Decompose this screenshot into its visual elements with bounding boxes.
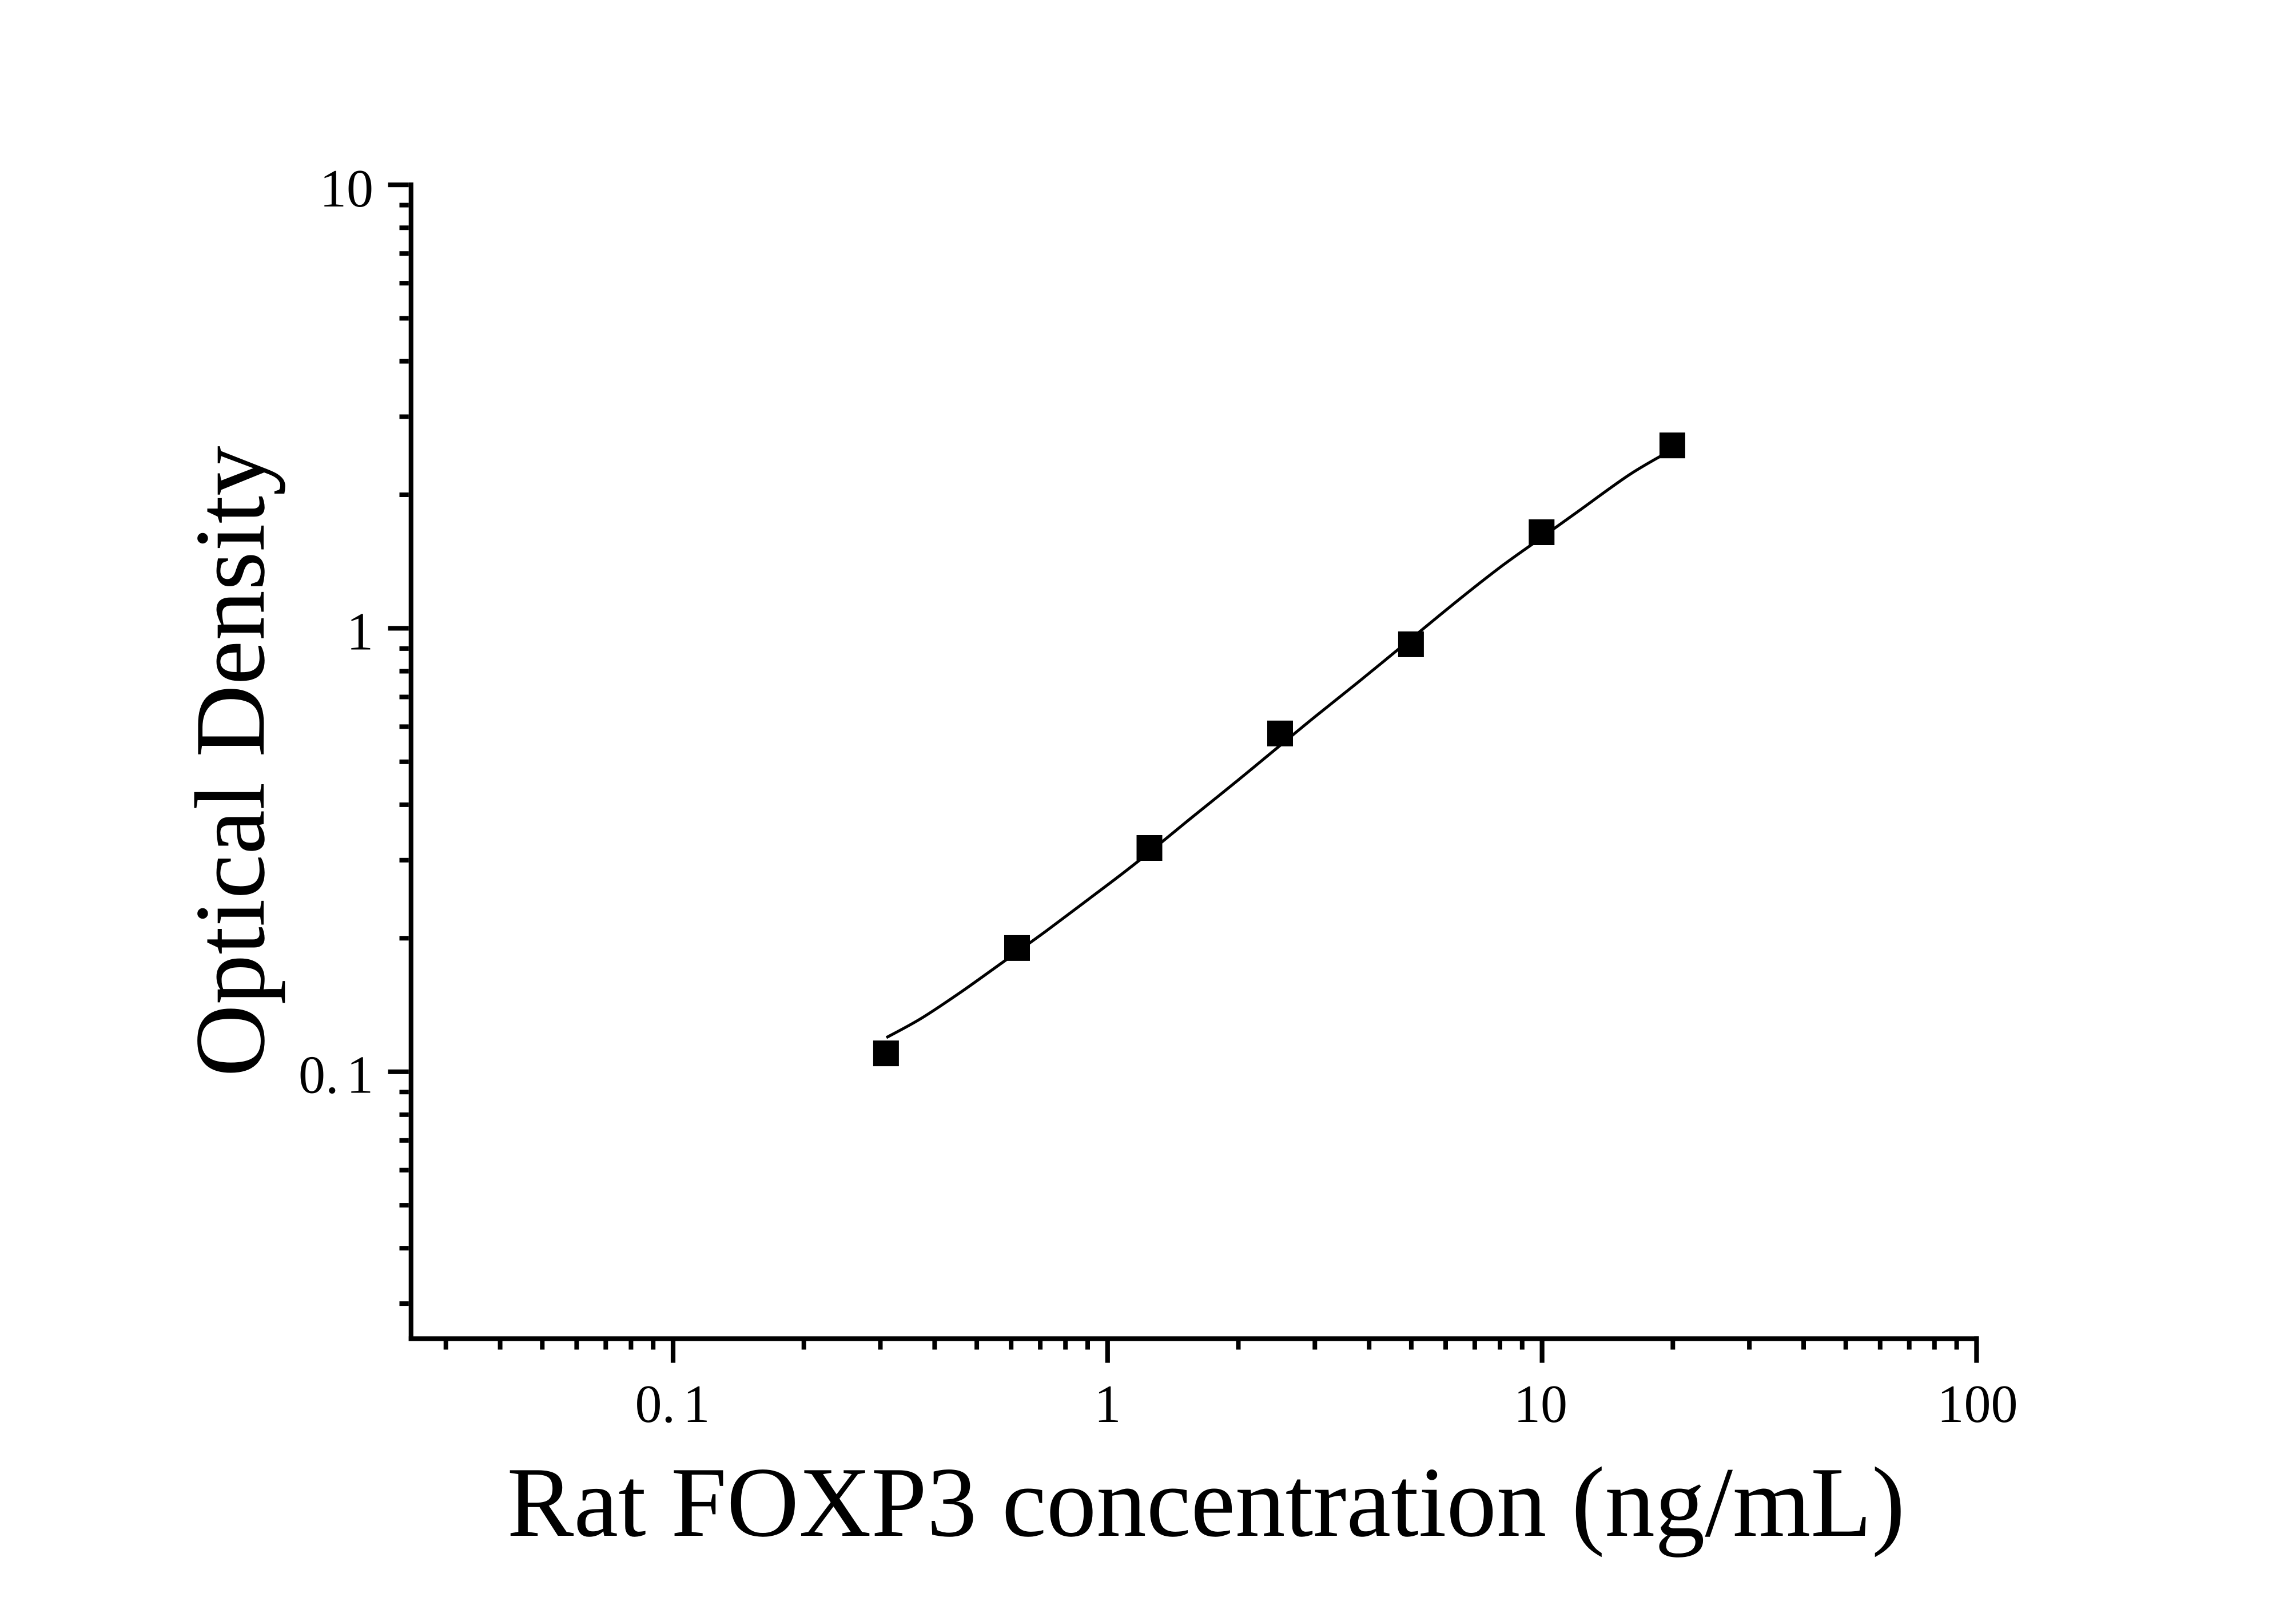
svg-text:0. 1: 0. 1	[635, 1374, 710, 1434]
svg-text:0. 1: 0. 1	[299, 1046, 373, 1105]
svg-text:10: 10	[320, 159, 373, 218]
svg-text:1: 1	[347, 602, 373, 661]
svg-text:Optical Density: Optical Density	[174, 446, 285, 1076]
svg-text:1: 1	[1095, 1374, 1121, 1434]
svg-text:100: 100	[1937, 1374, 2018, 1434]
svg-text:10: 10	[1514, 1374, 1567, 1434]
svg-text:Rat FOXP3 concentration (ng/mL: Rat FOXP3 concentration (ng/mL)	[507, 1447, 1905, 1558]
